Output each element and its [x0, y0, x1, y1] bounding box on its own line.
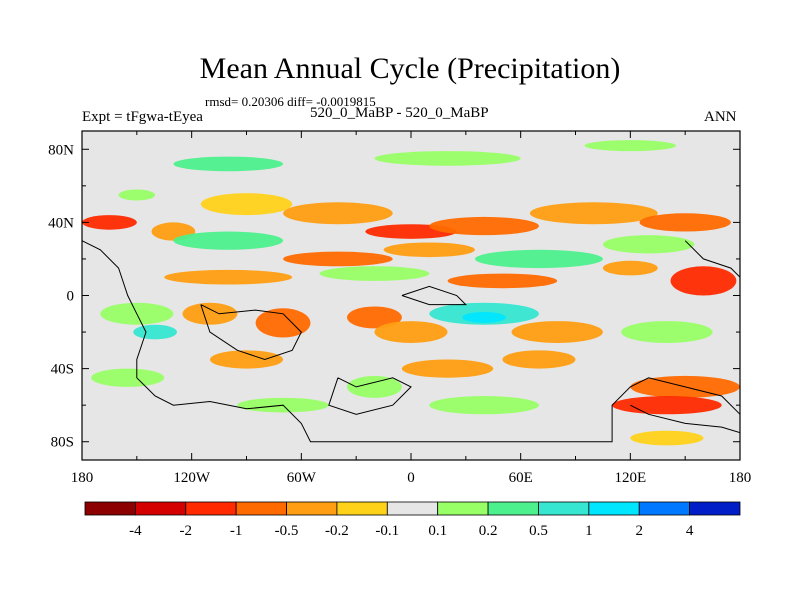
colorbar-label: -0.2 [325, 523, 349, 539]
colorbar-label: -0.5 [275, 523, 299, 539]
y-tick-label: 0 [67, 289, 75, 305]
anomaly-patch [621, 321, 713, 344]
anomaly-patch [670, 266, 737, 296]
colorbar-label: 0.1 [428, 523, 447, 539]
anomaly-patch [447, 273, 558, 289]
continent-outline [401, 285, 468, 306]
season-label: ANN [704, 109, 737, 125]
continent-outline [630, 404, 740, 434]
anomaly-patch [462, 311, 507, 323]
anomaly-patch [173, 231, 284, 250]
colorbar: -4 -2 -1 -0.5 -0.2 -0.1 0.1 0.2 0.5 1 2 4 [84, 501, 741, 539]
anomaly-patch [374, 321, 448, 344]
x-tick-label: 0 [407, 470, 415, 486]
y-tick-label: 80N [48, 142, 74, 158]
anomaly-patch [133, 324, 178, 340]
x-tick-label: 180 [729, 470, 752, 486]
colorbar-swatch [84, 501, 136, 516]
anomaly-patch [164, 269, 293, 285]
colorbar-swatch [638, 501, 691, 516]
anomaly-patch [584, 140, 677, 152]
experiment-label: Expt = tFgwa-tEyea [82, 109, 203, 125]
colorbar-swatch [538, 501, 590, 516]
colorbar-swatch [386, 501, 439, 516]
anomaly-patch [502, 350, 576, 369]
anomaly-patch [630, 430, 704, 446]
y-axis: 80N 40N 0 40S 80S [48, 142, 740, 451]
anomaly-patch [401, 359, 494, 378]
anomaly-patch [347, 306, 402, 329]
colorbar-swatch [437, 501, 489, 516]
x-tick-label: 120W [173, 470, 211, 486]
anomaly-patch [511, 321, 603, 344]
anomaly-patch [283, 251, 393, 267]
y-tick-label: 40N [48, 215, 74, 231]
anomaly-patch [255, 308, 311, 338]
anomaly-patch [91, 368, 165, 387]
colorbar-label: 2 [635, 523, 643, 539]
anomaly-patch [283, 202, 393, 225]
colorbar-swatch [235, 501, 287, 516]
anomaly-patch [602, 235, 695, 254]
anomaly-patch [209, 350, 284, 369]
x-tick-label: 120E [614, 470, 646, 486]
colorbar-swatch [185, 501, 237, 516]
anomaly-patch [529, 202, 658, 225]
y-tick-label: 80S [51, 435, 74, 451]
x-tick-label: 60W [287, 470, 317, 486]
colorbar-label: 0.2 [479, 523, 498, 539]
anomaly-patch [639, 213, 731, 232]
anomaly-patch [82, 215, 137, 230]
anomaly-patch [612, 396, 722, 415]
colorbar-label: 1 [585, 523, 593, 539]
colorbar-swatch [689, 501, 741, 516]
stats-line: rmsd= 0.20306 diff= -0.0019815 [205, 94, 376, 109]
colorbar-swatch [134, 501, 187, 516]
colorbar-swatch [487, 501, 539, 516]
anomaly-patch [182, 302, 238, 325]
colorbar-label: -1 [230, 523, 243, 539]
anomaly-patch [429, 396, 539, 415]
anomaly-patch [602, 260, 658, 276]
anomaly-patch [200, 193, 293, 216]
subtitle: 520_0_MaBP - 520_0_MaBP [310, 105, 489, 121]
colorbar-label: 0.5 [529, 523, 548, 539]
colorbar-label: -0.1 [375, 523, 399, 539]
colorbar-label: -2 [180, 523, 193, 539]
continent-outline [82, 240, 740, 443]
colorbar-label: -4 [129, 523, 142, 539]
continent-outlines [82, 240, 740, 443]
x-axis: 180 120W 60W 0 60E 120E 180 [71, 131, 752, 486]
chart-title: Mean Annual Cycle (Precipitation) [199, 52, 621, 85]
continent-outline [200, 304, 302, 361]
anomaly-patch [374, 151, 521, 166]
y-tick-label: 40S [51, 362, 74, 378]
continent-outline [328, 377, 412, 415]
anomaly-patch [173, 156, 284, 172]
anomaly-patch [429, 216, 539, 236]
anomaly-patch [118, 189, 156, 201]
colorbar-swatch [286, 501, 338, 516]
colorbar-swatch [588, 501, 640, 516]
colorbar-label: 4 [686, 523, 694, 539]
anomaly-patch [347, 375, 402, 398]
x-tick-label: 180 [71, 470, 94, 486]
anomaly-patch [319, 266, 430, 281]
colorbar-swatch [336, 501, 388, 516]
anomaly-patch [474, 249, 603, 269]
anomaly-patch [383, 242, 475, 258]
continent-outline [684, 240, 740, 278]
x-tick-label: 60E [509, 470, 533, 486]
